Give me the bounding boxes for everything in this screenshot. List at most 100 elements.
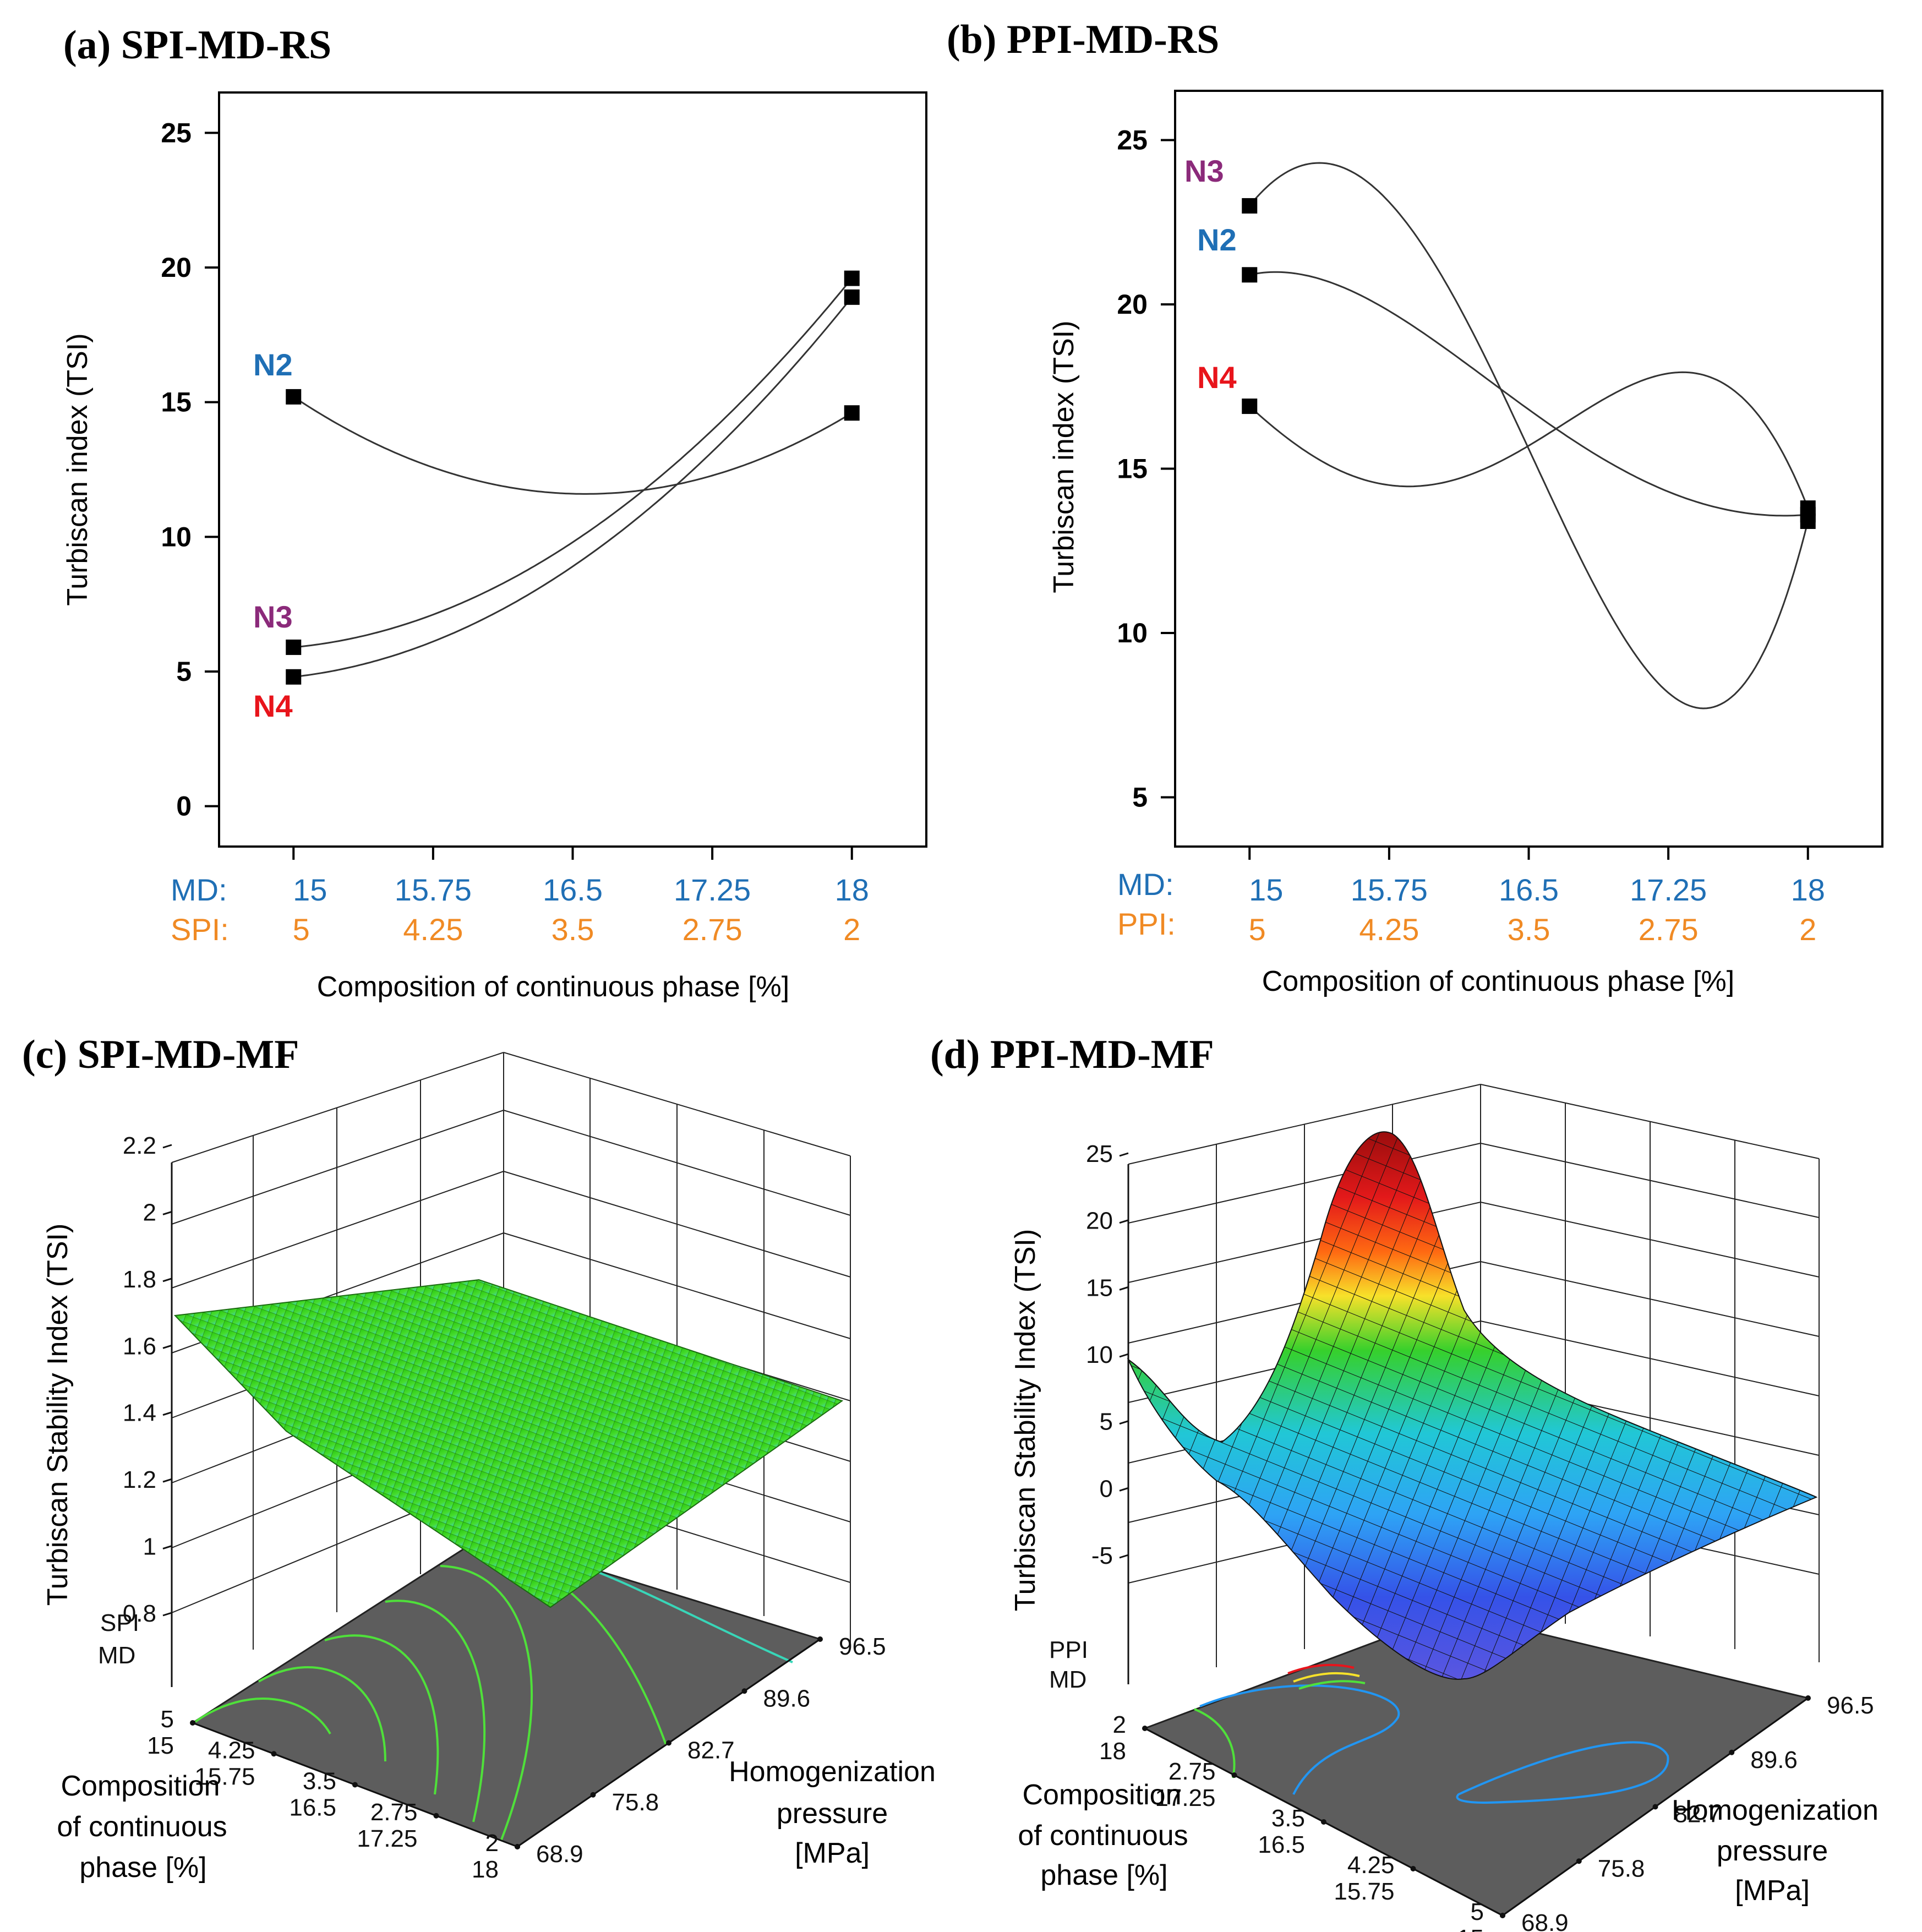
a-marker-n4-1 bbox=[844, 289, 860, 305]
b-md-tick-3: 17.25 bbox=[1630, 872, 1707, 907]
b-md-tick-4: 18 bbox=[1791, 872, 1825, 907]
panel-a-md-row-label: MD: bbox=[171, 872, 227, 907]
b-curve-n4 bbox=[1249, 371, 1809, 509]
c-ztick-mark-2 bbox=[162, 1278, 172, 1282]
panel-a-label-n2: N2 bbox=[253, 347, 293, 382]
c-ytick-mark-4 bbox=[515, 1844, 520, 1849]
d-ztick-mark-3 bbox=[1119, 1353, 1129, 1358]
d-xtick-top-1: 2.75 bbox=[1169, 1758, 1216, 1785]
b-ytick-label-2: 15 bbox=[1117, 454, 1148, 484]
a-pi-tick-2: 3.5 bbox=[552, 912, 594, 947]
panel-b-md-row-label: MD: bbox=[1117, 867, 1174, 902]
d-xtick-bottom-2: 16.5 bbox=[1258, 1831, 1305, 1858]
a-curve-n3 bbox=[293, 277, 853, 648]
c-ztick-mark-7 bbox=[162, 1612, 172, 1617]
a-curve-n2 bbox=[293, 396, 853, 495]
d-ytick-label-4: 68.9 bbox=[1521, 1909, 1569, 1932]
d-xtick-top-3: 4.25 bbox=[1347, 1852, 1395, 1879]
c-ztick-label-7: 0.8 bbox=[123, 1600, 156, 1627]
panel-c-contour-lines bbox=[194, 1548, 667, 1842]
panel-b-label-n2: N2 bbox=[1197, 222, 1237, 257]
c-ytick-label-1: 89.6 bbox=[763, 1685, 811, 1712]
d-ytick-label-2: 82.7 bbox=[1674, 1801, 1722, 1828]
a-ytick-label-5: 25 bbox=[161, 117, 192, 148]
a-md-tick-4: 18 bbox=[835, 872, 869, 907]
d-xtick-top-2: 3.5 bbox=[1271, 1805, 1305, 1832]
b-marker-n4-0 bbox=[1242, 399, 1258, 414]
panel-c-z-ticks: 2.2 2 1.8 1.6 1.4 1.2 1 0.8 bbox=[123, 1132, 172, 1627]
b-marker-n3-0 bbox=[1242, 198, 1258, 214]
panel-d-x-axis-label-line1: Composition bbox=[1022, 1779, 1181, 1811]
c-ztick-label-2: 1.8 bbox=[123, 1266, 156, 1293]
a-md-tick-2: 16.5 bbox=[543, 872, 603, 907]
c-ytick-mark-3 bbox=[590, 1792, 596, 1798]
a-ytick-label-3: 15 bbox=[161, 387, 192, 418]
a-md-tick-1: 15.75 bbox=[395, 872, 472, 907]
panel-c-title: (c) SPI-MD-MF bbox=[22, 1032, 299, 1077]
panel-c-response-surface bbox=[173, 1279, 844, 1608]
panel-a-label-n4: N4 bbox=[253, 689, 293, 723]
panel-d-contour-lines bbox=[1194, 1663, 1669, 1804]
c-xtick-bottom-4: 18 bbox=[472, 1856, 499, 1883]
a-marker-n3-1 bbox=[844, 270, 860, 286]
panel-b-y-ticks: 5 10 15 20 25 bbox=[1117, 125, 1175, 812]
a-pi-tick-4: 2 bbox=[843, 912, 860, 947]
c-xtick-mark-1 bbox=[271, 1751, 277, 1757]
a-ytick-label-2: 10 bbox=[161, 521, 192, 552]
d-ytick-mark-4 bbox=[1500, 1913, 1505, 1918]
b-pi-tick-4: 2 bbox=[1799, 912, 1816, 947]
panel-b-x-ticks bbox=[1248, 847, 1809, 860]
panel-a-label-n3: N3 bbox=[253, 599, 293, 634]
b-pi-tick-3: 2.75 bbox=[1639, 912, 1699, 947]
panel-d-z-axis-label: Turbiscan Stability Index (TSI) bbox=[1009, 1229, 1041, 1612]
panel-d-x-axis-label-line2: of continuous bbox=[1018, 1820, 1188, 1852]
a-ytick-label-4: 20 bbox=[161, 252, 192, 283]
b-ytick-label-4: 25 bbox=[1117, 125, 1148, 156]
d-xtick-mark-2 bbox=[1321, 1819, 1326, 1825]
d-ytick-mark-1 bbox=[1729, 1749, 1735, 1755]
panel-a-spi-row-label: SPI: bbox=[171, 912, 229, 947]
c-xtick-mark-3 bbox=[433, 1813, 439, 1819]
panel-d-md-axis-name: MD bbox=[1049, 1666, 1086, 1693]
c-ztick-mark-0 bbox=[162, 1144, 172, 1149]
panel-b-x-axis-label: Composition of continuous phase [%] bbox=[1262, 965, 1735, 997]
panel-c-y-axis-label-line3: [MPa] bbox=[795, 1837, 870, 1869]
a-md-tick-3: 17.25 bbox=[674, 872, 751, 907]
panel-b-ppi-row-label: PPI: bbox=[1117, 907, 1176, 941]
c-xtick-top-0: 5 bbox=[161, 1706, 174, 1733]
d-xtick-mark-1 bbox=[1231, 1772, 1237, 1778]
d-xtick-bottom-0: 18 bbox=[1099, 1738, 1126, 1765]
c-ztick-label-6: 1 bbox=[143, 1533, 156, 1560]
panel-c-x-axis-label-line1: Composition bbox=[61, 1770, 220, 1802]
c-xtick-top-1: 4.25 bbox=[208, 1737, 255, 1764]
panel-d-x-axis-label-line3: phase [%] bbox=[1040, 1859, 1167, 1891]
b-pi-tick-0: 5 bbox=[1249, 912, 1266, 947]
panel-b-title: (b) PPI-MD-RS bbox=[947, 17, 1219, 62]
c-ytick-mark-2 bbox=[666, 1740, 671, 1746]
d-xtick-top-4: 5 bbox=[1471, 1898, 1484, 1925]
d-ztick-label-5: 0 bbox=[1100, 1475, 1113, 1502]
panel-a-y-axis-label: Turbiscan index (TSI) bbox=[62, 333, 94, 605]
c-ztick-mark-1 bbox=[162, 1210, 172, 1215]
c-ztick-label-4: 1.4 bbox=[123, 1400, 156, 1427]
d-ztick-mark-1 bbox=[1119, 1219, 1129, 1224]
panel-d-y-axis-label-line2: pressure bbox=[1717, 1835, 1828, 1867]
b-md-tick-2: 16.5 bbox=[1499, 872, 1559, 907]
c-ytick-mark-1 bbox=[741, 1688, 747, 1694]
a-ytick-label-0: 0 bbox=[176, 791, 192, 822]
panel-d-z-ticks: 25 20 15 10 5 0 -5 bbox=[1086, 1140, 1129, 1569]
c-ytick-label-2: 82.7 bbox=[687, 1737, 735, 1764]
d-ztick-mark-4 bbox=[1119, 1420, 1129, 1425]
d-ztick-label-4: 5 bbox=[1100, 1409, 1113, 1436]
panel-a-category-labels: 15 5 15.75 4.25 16.5 3.5 17.25 2.75 18 2 bbox=[293, 872, 869, 947]
b-marker-n4-1 bbox=[1800, 500, 1816, 516]
c-ztick-label-5: 1.2 bbox=[123, 1466, 156, 1493]
panel-b-label-n4: N4 bbox=[1197, 360, 1237, 395]
c-xtick-bottom-2: 16.5 bbox=[289, 1794, 336, 1821]
panel-a-x-ticks bbox=[292, 847, 853, 860]
c-ytick-label-0: 96.5 bbox=[839, 1633, 886, 1660]
